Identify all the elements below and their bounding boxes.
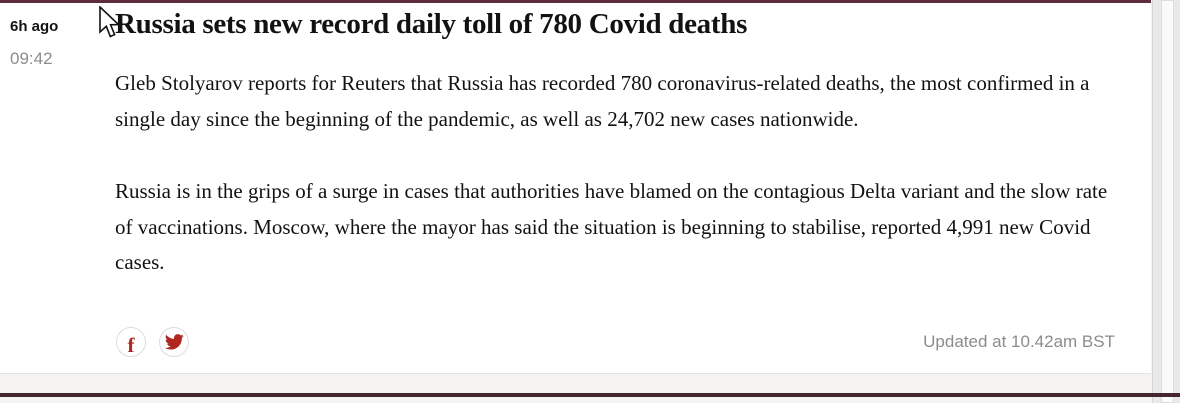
twitter-icon	[164, 334, 184, 350]
facebook-icon: f	[127, 332, 135, 357]
scrollbar-thumb[interactable]	[1161, 0, 1174, 403]
share-facebook-button[interactable]: f	[116, 327, 146, 357]
liveblog-post-panel: 6h ago 09:42 Russia sets new record dail…	[0, 0, 1151, 374]
post-headline: Russia sets new record daily toll of 780…	[115, 8, 748, 40]
share-twitter-button[interactable]	[159, 327, 189, 357]
post-time-column: 6h ago 09:42	[10, 18, 105, 69]
post-paragraph: Russia is in the grips of a surge in cas…	[115, 179, 1108, 274]
post-body: Russia sets new record daily toll of 780…	[115, 6, 1117, 281]
page-background-strip	[0, 374, 1152, 403]
share-buttons: f	[116, 327, 189, 357]
scrollbar-track[interactable]	[1152, 0, 1180, 403]
post-paragraph: Gleb Stolyarov reports for Reuters that …	[115, 71, 1090, 131]
timestamp-label: 09:42	[10, 49, 53, 68]
time-ago-label: 6h ago	[10, 18, 59, 35]
updated-at-label: Updated at 10.42am BST	[923, 332, 1115, 351]
section-divider-bar	[0, 393, 1180, 397]
